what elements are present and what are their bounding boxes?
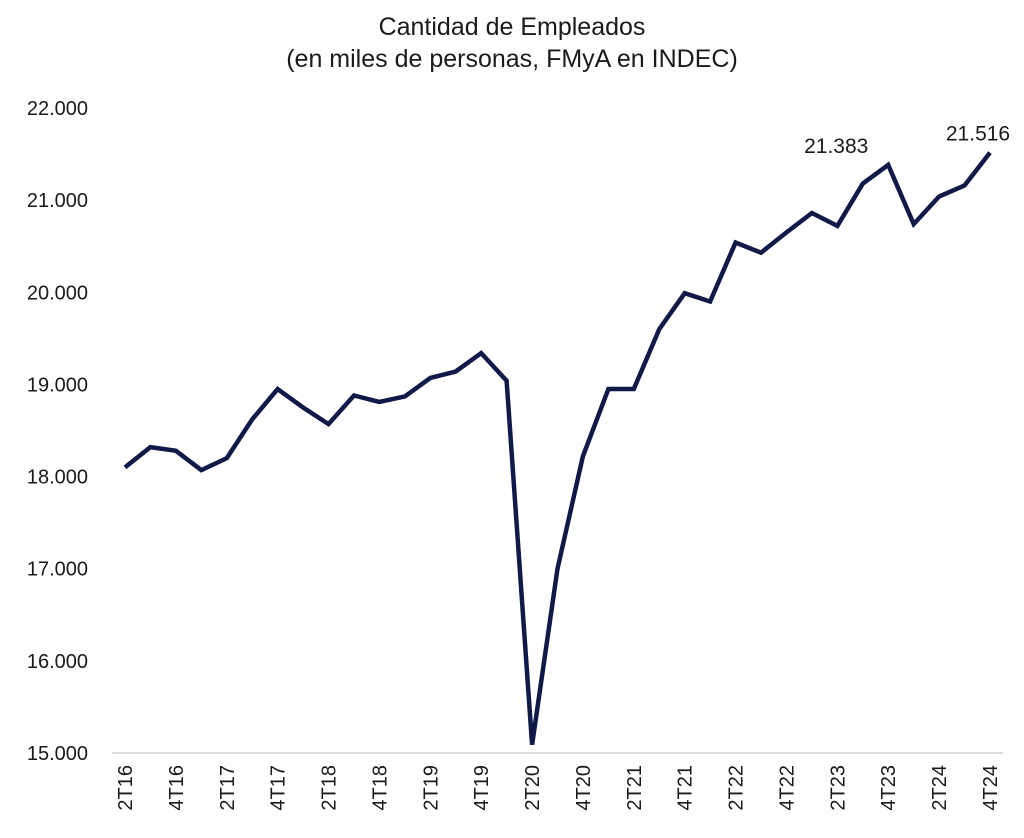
- series-line: [123, 151, 992, 746]
- y-tick-label: 21.000: [27, 190, 88, 212]
- x-tick-label: 4T20: [573, 765, 595, 811]
- y-tick-label: 16.000: [27, 651, 88, 673]
- chart-title: Cantidad de Empleados: [378, 13, 646, 41]
- x-tick-label: 4T19: [471, 765, 493, 811]
- x-tick-label: 2T16: [115, 765, 137, 811]
- x-tick-label: 4T16: [166, 765, 188, 811]
- x-tick-label: 2T22: [726, 765, 748, 811]
- x-tick-label: 2T19: [420, 765, 442, 811]
- x-tick-label: 2T24: [929, 765, 951, 811]
- x-tick-label: 2T21: [624, 765, 646, 811]
- y-tick-label: 15.000: [27, 743, 88, 765]
- x-tick-label: 2T18: [319, 765, 341, 811]
- x-tick-label: 4T17: [268, 765, 290, 811]
- data-label: 21.516: [946, 123, 1010, 146]
- y-tick-label: 20.000: [27, 282, 88, 304]
- x-tick-label: 4T22: [776, 765, 798, 811]
- x-tick-label: 4T18: [369, 765, 391, 811]
- y-tick-label: 22.000: [27, 98, 88, 120]
- chart-subtitle: (en miles de personas, FMyA en INDEC): [286, 45, 738, 73]
- x-tick-label: 4T24: [980, 765, 1002, 811]
- plot-area: 21.383 21.516: [123, 123, 1010, 746]
- data-label: 21.383: [804, 135, 868, 158]
- y-tick-label: 17.000: [27, 559, 88, 581]
- x-tick-label: 2T20: [522, 765, 544, 811]
- x-tick-label: 2T17: [217, 765, 239, 811]
- x-tick-label: 4T21: [675, 765, 697, 811]
- x-tick-label: 4T23: [878, 765, 900, 811]
- x-axis: 2T16 4T16 2T17 4T17 2T18 4T18 2T19 4T19 2T20 4T20…: [112, 752, 1003, 811]
- y-tick-label: 19.000: [27, 374, 88, 396]
- y-axis: 15.000 16.000 17.000 18.000 19.000 20.000 21.0…: [27, 98, 88, 765]
- y-tick-label: 18.000: [27, 467, 88, 489]
- x-tick-label: 2T23: [827, 765, 849, 811]
